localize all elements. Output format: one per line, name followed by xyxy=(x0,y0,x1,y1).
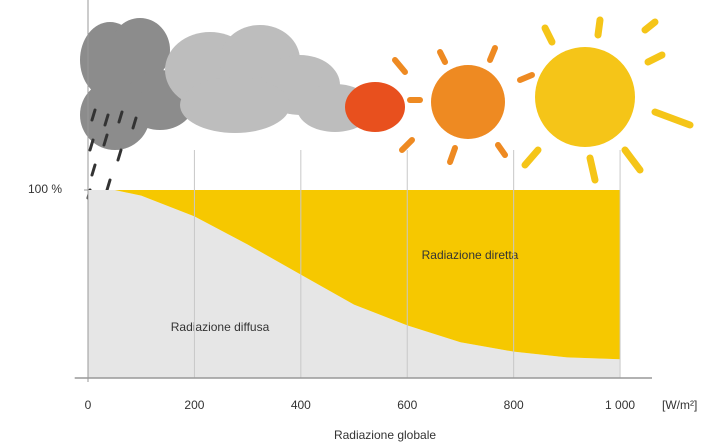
x-tick-label: 600 xyxy=(397,398,417,412)
x-tick-label: 0 xyxy=(85,398,92,412)
area xyxy=(88,190,621,378)
series-label: Radiazione diretta xyxy=(422,248,519,262)
area xyxy=(88,190,621,360)
x-tick-label: 400 xyxy=(291,398,311,412)
x-tick-label: 1 000 xyxy=(605,398,635,412)
x-tick-label: 800 xyxy=(504,398,524,412)
x-unit: [W/m²] xyxy=(662,398,697,412)
weather-illustration xyxy=(80,16,694,200)
series-label: Radiazione diffusa xyxy=(171,320,270,334)
y-tick-label: 100 % xyxy=(28,182,62,196)
x-axis-label: Radiazione globale xyxy=(334,428,436,442)
x-tick-label: 200 xyxy=(184,398,204,412)
